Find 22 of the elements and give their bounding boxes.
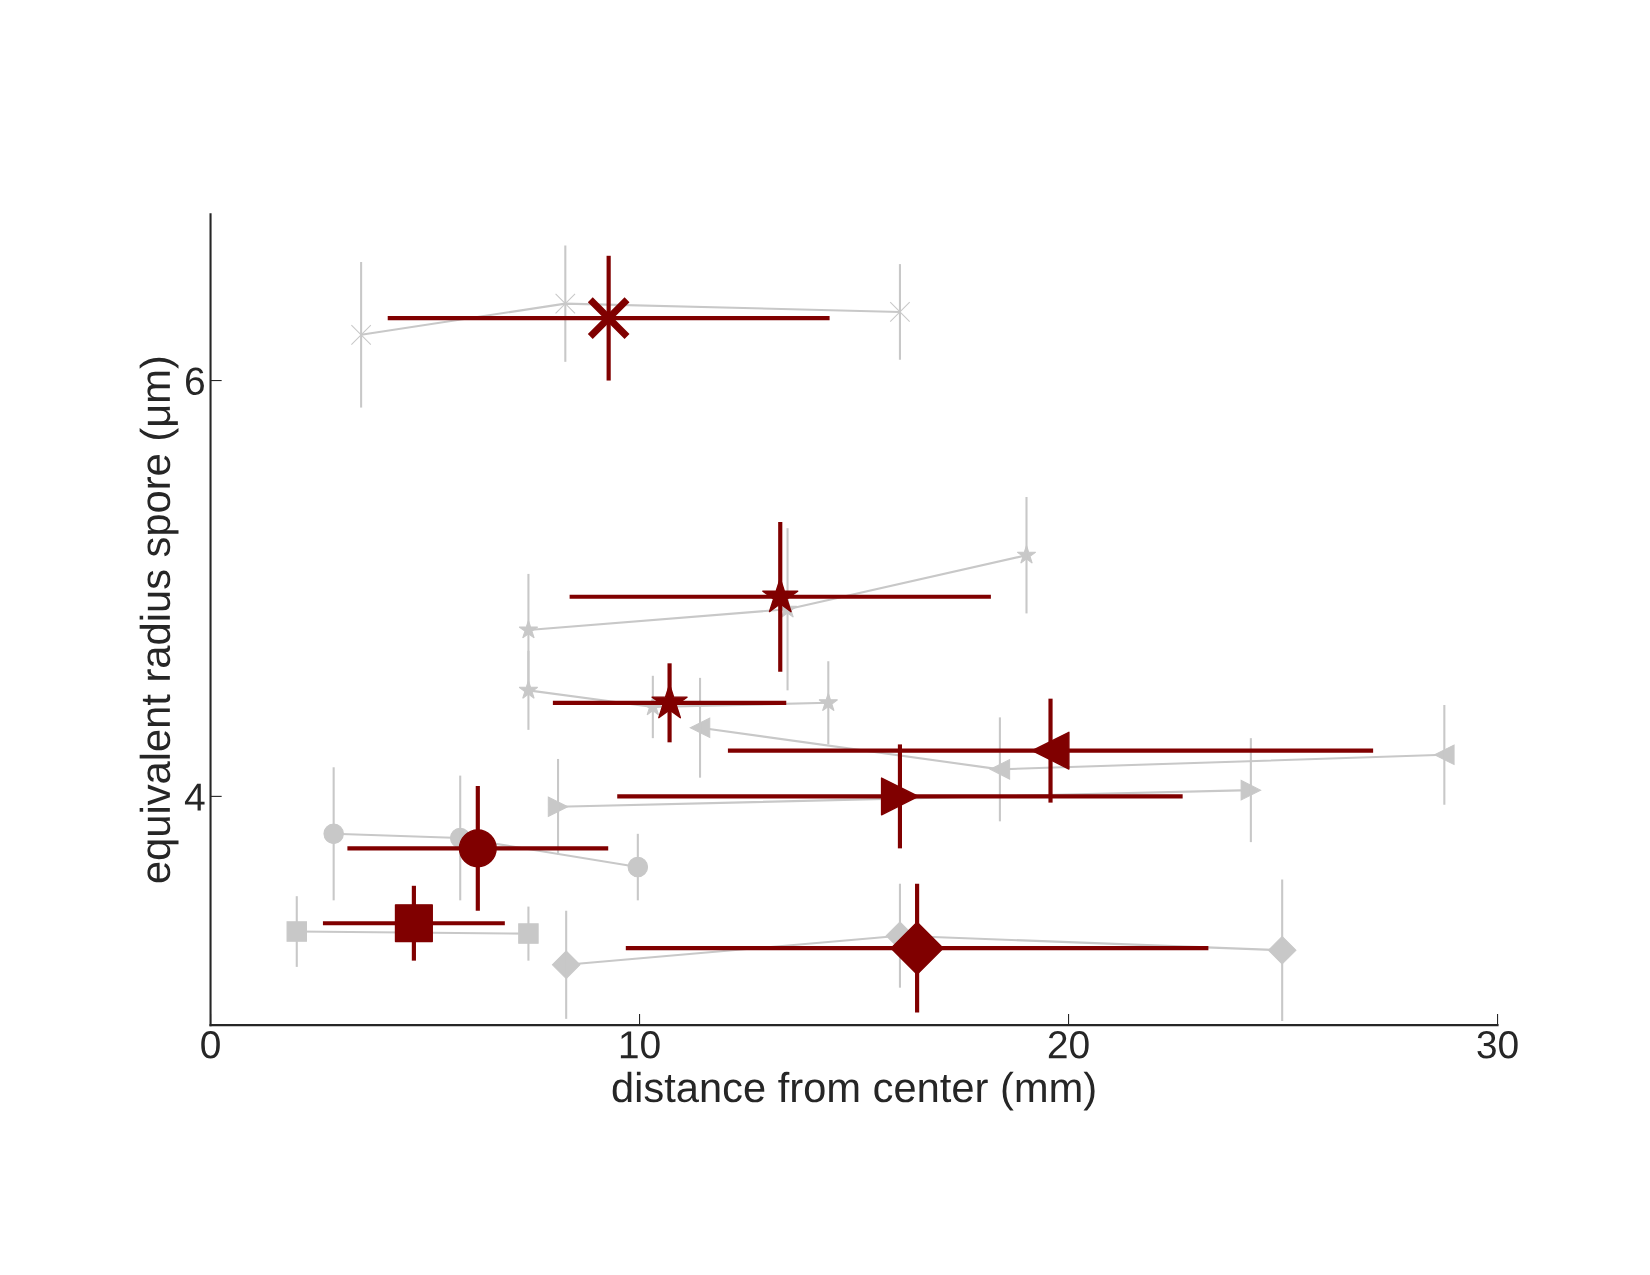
point	[880, 777, 920, 816]
point	[890, 921, 944, 975]
point	[1031, 731, 1070, 770]
point	[518, 923, 539, 944]
x-tick-label: 0	[201, 1030, 220, 1059]
point	[394, 904, 433, 943]
point	[889, 301, 911, 323]
point	[1434, 744, 1455, 766]
point	[555, 293, 576, 314]
x-tick-label: 30	[1477, 1030, 1518, 1059]
point	[350, 324, 372, 346]
y-axis-title: equivalent radius spore (μm)	[139, 357, 179, 883]
x-tick-label: 20	[1048, 1030, 1089, 1059]
point	[458, 829, 497, 868]
x-tick-label: 10	[620, 1030, 660, 1059]
x-axis-title: distance from center (mm)	[612, 1071, 1095, 1111]
y-tick-label: 6	[186, 367, 204, 396]
y-tick-label: 4	[184, 783, 205, 811]
point	[989, 759, 1011, 780]
point	[762, 577, 799, 613]
point	[586, 296, 631, 340]
point	[286, 921, 308, 942]
